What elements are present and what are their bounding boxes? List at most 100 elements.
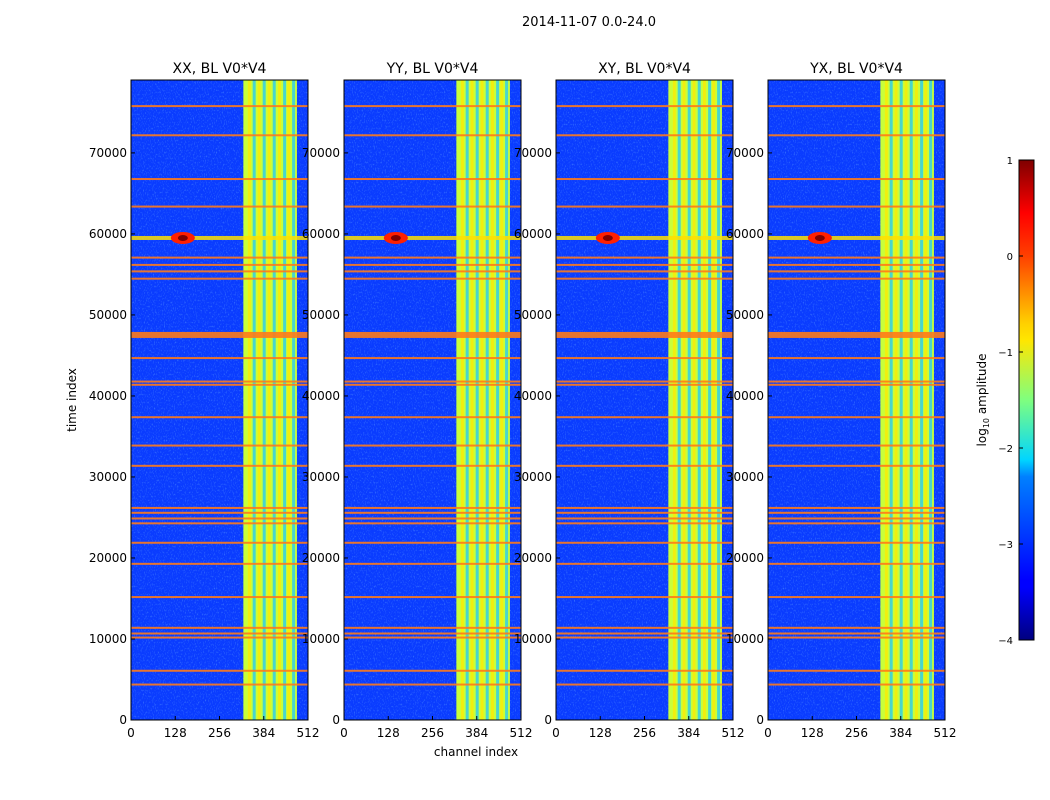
heatmap-image [131, 80, 308, 720]
colorbar-label-subscript: 10 [982, 418, 991, 428]
band-stripe [485, 80, 489, 720]
y-tick-label: 60000 [514, 227, 552, 241]
band-stripe [277, 80, 281, 720]
band-stripe [500, 80, 504, 720]
flagged-row [556, 522, 733, 525]
hot-spot-row [344, 235, 521, 240]
hot-spot-row [556, 235, 733, 240]
flagged-row [344, 263, 521, 266]
band-stripe [272, 80, 276, 720]
flagged-row [131, 331, 308, 338]
band-stripe [904, 80, 908, 720]
y-tick-label: 30000 [726, 470, 764, 484]
band-stripe [480, 80, 484, 720]
colorbar-tick-label: −1 [998, 348, 1013, 359]
y-tick-label: 0 [119, 713, 127, 727]
panel-2: YY, BL V0*V4 0 128 256 384 512 0 10000 20000 3000… [302, 61, 533, 740]
flagged-row [768, 522, 945, 525]
flagged-row [344, 178, 521, 181]
suptitle: 2014-11-07 0.0-24.0 [522, 15, 656, 30]
x-tick-label: 384 [465, 726, 488, 740]
y-axis-label: time index [65, 368, 79, 432]
flagged-row [131, 444, 308, 447]
flagged-row [768, 511, 945, 514]
flagged-row [556, 511, 733, 514]
colorbar-gradient [1018, 159, 1035, 641]
flagged-row [344, 444, 521, 447]
flagged-row [131, 383, 308, 386]
flagged-row [556, 562, 733, 565]
flagged-row [344, 256, 521, 259]
band-stripe [899, 80, 903, 720]
flagged-row [131, 506, 308, 509]
flagged-row [131, 541, 308, 544]
hot-spot-core [177, 234, 188, 241]
colorbar: 10−1−2−3−4 log10 amplitude [975, 156, 1035, 647]
flagged-row [768, 134, 945, 137]
flagged-row [344, 205, 521, 208]
flagged-row [131, 263, 308, 266]
flagged-row [344, 380, 521, 383]
y-tick-label: 40000 [302, 389, 340, 403]
flagged-row [768, 632, 945, 635]
flagged-row [344, 506, 521, 509]
flagged-row [768, 596, 945, 599]
hot-spot-row [131, 235, 308, 240]
flagged-row [556, 263, 733, 266]
y-tick-label: 70000 [89, 146, 127, 160]
y-tick-label: 40000 [726, 389, 764, 403]
y-tick-label: 0 [756, 713, 764, 727]
x-tick-label: 0 [552, 726, 560, 740]
flagged-row [768, 178, 945, 181]
band-stripe [920, 80, 924, 720]
hot-spot-core [814, 234, 825, 241]
flagged-row [556, 380, 733, 383]
flagged-row [768, 444, 945, 447]
flagged-row [344, 270, 521, 273]
x-tick-label: 128 [801, 726, 824, 740]
flagged-row [344, 464, 521, 467]
flagged-row [768, 205, 945, 208]
panel-title: YY, BL V0*V4 [386, 61, 479, 77]
y-tick-label: 50000 [89, 308, 127, 322]
flagged-row [768, 383, 945, 386]
flagged-row [344, 683, 521, 686]
flagged-row [131, 205, 308, 208]
band-stripe [257, 80, 261, 720]
flagged-row [131, 669, 308, 672]
band-stripe [465, 80, 469, 720]
band-stripe [283, 80, 287, 720]
flagged-row [131, 178, 308, 181]
band-stripe [708, 80, 712, 720]
flagged-row [768, 541, 945, 544]
y-tick-label: 60000 [89, 227, 127, 241]
flagged-row [344, 522, 521, 525]
y-tick-label: 0 [544, 713, 552, 727]
x-tick-label: 256 [421, 726, 444, 740]
flagged-row [556, 669, 733, 672]
band-stripe [287, 80, 291, 720]
x-tick-label: 512 [297, 726, 320, 740]
heatmap-image [344, 80, 521, 720]
flagged-row [556, 357, 733, 360]
hot-spot-row [768, 235, 945, 240]
flagged-row [556, 464, 733, 467]
colorbar-tick-label: −3 [998, 540, 1013, 551]
flagged-row [131, 416, 308, 419]
flagged-row [556, 596, 733, 599]
colorbar-ticks: 1 0 −1 −2 −3 −4 [998, 156, 1023, 647]
x-tick-label: 128 [589, 726, 612, 740]
flagged-row [556, 256, 733, 259]
flagged-row [556, 506, 733, 509]
flagged-row [556, 270, 733, 273]
band-stripe [692, 80, 696, 720]
panel-title: XY, BL V0*V4 [598, 61, 691, 77]
flagged-row [556, 626, 733, 629]
panel-1: XX, BL V0*V4 0 128 256 384 512 0 10000 20000 3000… [89, 61, 320, 740]
flagged-row [131, 596, 308, 599]
y-tick-label: 30000 [302, 470, 340, 484]
colorbar-tick-label: 1 [1007, 156, 1013, 167]
flagged-row [768, 669, 945, 672]
flagged-row [556, 277, 733, 280]
